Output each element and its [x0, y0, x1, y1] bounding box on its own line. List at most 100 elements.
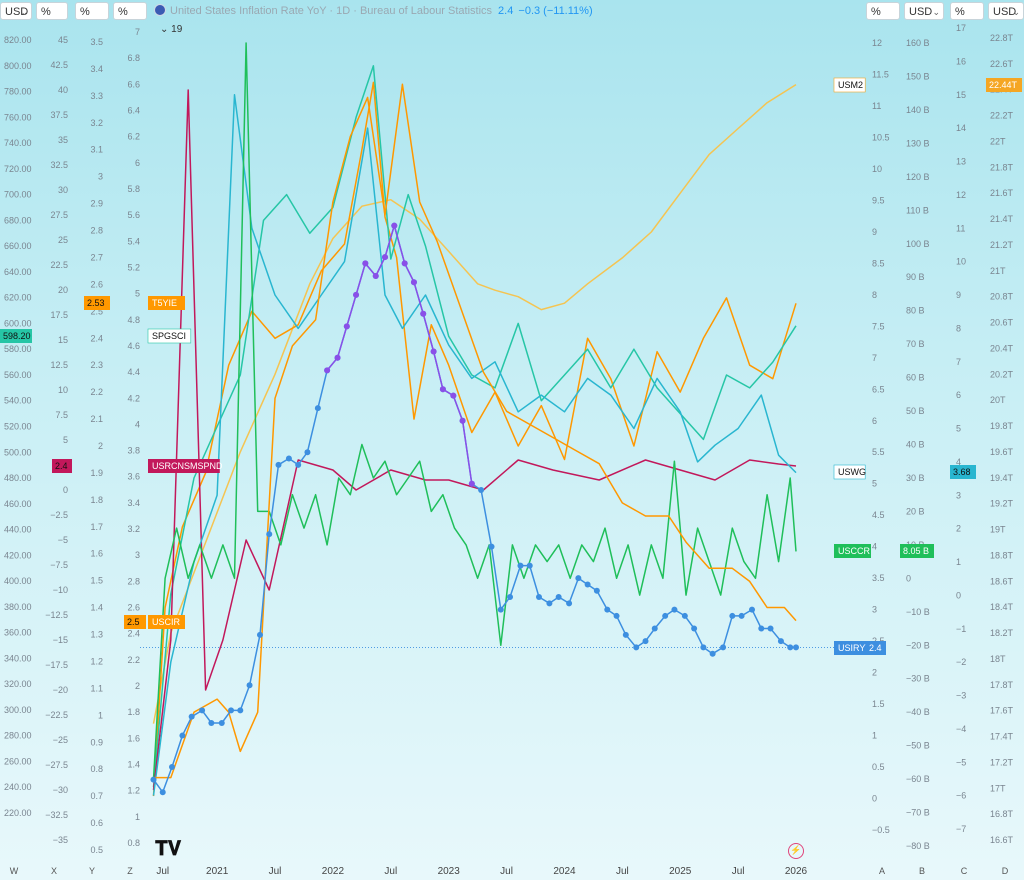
- axis-tick-label: −6: [956, 791, 966, 801]
- data-point: [546, 600, 553, 607]
- data-point: [285, 455, 292, 462]
- axis-tick-label: 9.5: [872, 195, 885, 205]
- axis-tick-label: 19T: [990, 525, 1006, 535]
- data-point: [555, 594, 562, 601]
- x-tick-label: Jul: [500, 866, 513, 877]
- series-tag-uswg: USWG: [838, 467, 866, 477]
- unit-select-a[interactable]: %: [866, 2, 900, 20]
- axis-tick-label: 2.6: [127, 603, 140, 613]
- axis-tick-label: 20.4T: [990, 343, 1014, 353]
- axis-tick-label: −7: [956, 824, 966, 834]
- axis-tick-label: 6.5: [872, 384, 885, 394]
- data-point: [622, 631, 629, 638]
- axis-letter-y: Y: [89, 866, 95, 876]
- value-badge-x-bg: [52, 459, 72, 473]
- x-tick-label: Jul: [732, 866, 745, 877]
- axis-tick-label: 3: [98, 172, 103, 182]
- unit-select-c[interactable]: %: [950, 2, 984, 20]
- axis-c: 17161514131211109876543210−1−2−3−4−5−6−7…: [956, 23, 968, 876]
- unit-label: %: [80, 6, 90, 18]
- axis-letter-d: D: [1002, 866, 1009, 876]
- axis-tick-label: 19.8T: [990, 421, 1014, 431]
- axis-tick-label: 4.5: [872, 510, 885, 520]
- data-point: [575, 575, 582, 582]
- unit-select-y[interactable]: %: [75, 2, 109, 20]
- axis-tick-label: 3.1: [90, 145, 103, 155]
- axis-tick-label: 15: [58, 335, 68, 345]
- axis-tick-label: 740.00: [4, 138, 32, 148]
- axis-tick-label: 220.00: [4, 808, 32, 818]
- axis-tick-label: 21.6T: [990, 188, 1014, 198]
- value-badge-a: 2.4: [869, 643, 882, 653]
- unit-label: USD: [993, 6, 1017, 18]
- axis-tick-label: 540.00: [4, 396, 32, 406]
- axis-tick-label: 5: [872, 479, 877, 489]
- unit-select-w[interactable]: USD ⌄: [0, 2, 32, 20]
- data-point: [517, 562, 524, 569]
- highlight-point: [439, 386, 446, 393]
- axis-letter-w: W: [10, 866, 19, 876]
- axis-tick-label: 1.2: [127, 786, 140, 796]
- data-point: [720, 644, 727, 651]
- axis-tick-label: 1.5: [872, 699, 885, 709]
- series-title: United States Inflation Rate YoY · 1D · …: [170, 5, 493, 17]
- highlight-point: [353, 291, 360, 298]
- x-tick-label: 2022: [322, 866, 345, 877]
- x-tick-label: Jul: [156, 866, 169, 877]
- unit-select-x[interactable]: %: [36, 2, 68, 20]
- axis-tick-label: 11: [872, 101, 881, 111]
- axis-tick-label: 20.6T: [990, 318, 1014, 328]
- data-point: [228, 707, 235, 714]
- axis-tick-label: 37.5: [50, 110, 68, 120]
- series-line-usrcnsmspnd: [152, 89, 797, 791]
- axis-tick-label: 7.5: [872, 321, 885, 331]
- axis-tick-label: 40 B: [906, 440, 925, 450]
- axis-tick-label: 3.4: [127, 498, 140, 508]
- axis-tick-label: 22T: [990, 136, 1006, 146]
- data-point: [168, 764, 175, 771]
- axis-tick-label: −70 B: [906, 808, 930, 818]
- data-point: [662, 612, 669, 619]
- chart-title[interactable]: United States Inflation Rate YoY · 1D · …: [154, 4, 593, 17]
- series-tag-usrcnsmspnd: USRCNSMSPND: [152, 461, 223, 471]
- axis-tick-label: −32.5: [45, 810, 68, 820]
- axis-tick-label: −12.5: [45, 610, 68, 620]
- axis-tick-label: −30 B: [906, 674, 930, 684]
- axis-tick-label: 140 B: [906, 105, 930, 115]
- x-tick-label: 2024: [553, 866, 576, 877]
- axis-tick-label: 0.8: [90, 764, 103, 774]
- axis-tick-label: −40 B: [906, 707, 930, 717]
- axis-tick-label: 18.8T: [990, 550, 1014, 560]
- data-point: [709, 650, 716, 657]
- axis-tick-label: 1.8: [127, 707, 140, 717]
- axis-tick-label: 2.6: [90, 279, 103, 289]
- axis-tick-label: 1.8: [90, 495, 103, 505]
- lightning-icon[interactable]: ⚡: [788, 843, 804, 859]
- unit-select-d[interactable]: USD ⌄: [988, 2, 1024, 20]
- axis-tick-label: 0.6: [90, 818, 103, 828]
- data-point: [642, 638, 649, 645]
- value-badge-c-bg: [950, 465, 976, 479]
- axis-tick-label: −20 B: [906, 640, 930, 650]
- axis-tick-label: −20: [53, 685, 68, 695]
- axis-tick-label: 7.5: [55, 410, 68, 420]
- series-tag-t5yie-bg: [148, 296, 185, 310]
- axis-tick-label: 17.2T: [990, 757, 1014, 767]
- axis-tick-label: 5.4: [127, 236, 140, 246]
- axis-tick-label: 16.6T: [990, 835, 1014, 845]
- collapse-indicators-button[interactable]: ⌄ 19: [160, 24, 182, 35]
- axis-tick-label: 5.5: [872, 447, 885, 457]
- unit-select-z[interactable]: %: [113, 2, 147, 20]
- data-point: [729, 612, 736, 619]
- data-point: [304, 449, 311, 456]
- series-tag-uswg-bg: [833, 464, 866, 480]
- axis-tick-label: −22.5: [45, 710, 68, 720]
- axis-tick-label: 300.00: [4, 705, 32, 715]
- axis-tick-label: 560.00: [4, 370, 32, 380]
- unit-select-b[interactable]: USD ⌄: [904, 2, 944, 20]
- axis-tick-label: 1.9: [90, 468, 103, 478]
- unit-label: %: [41, 6, 51, 18]
- highlight-point: [362, 260, 369, 267]
- series-line-usccr: [152, 42, 797, 780]
